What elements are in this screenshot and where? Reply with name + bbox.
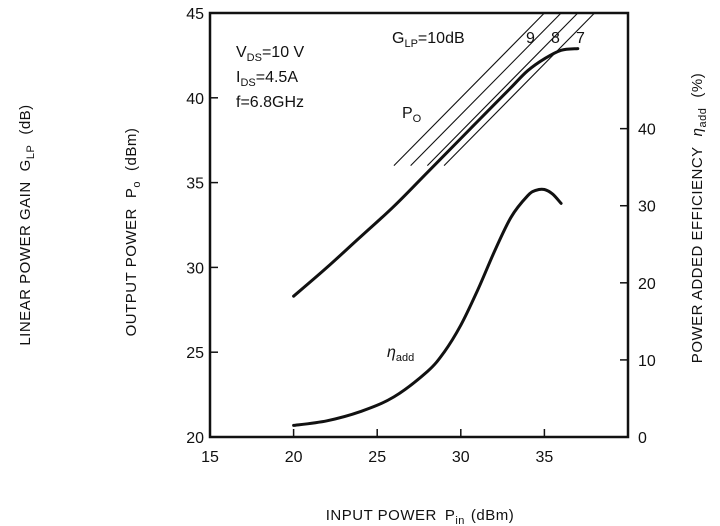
series-layer	[292, 47, 580, 427]
y-right-tick-label: 10	[638, 353, 656, 370]
series-label-eta-add: ηadd	[387, 344, 414, 364]
series-eta-add-line	[292, 187, 563, 427]
plot-border	[208, 11, 630, 439]
x-axis-ticks: 15 20 25 30 35	[201, 429, 553, 466]
gain-line-9db	[410, 12, 562, 167]
y-right-tick-label: 20	[638, 276, 656, 293]
gain-line-7db	[443, 12, 595, 167]
y-left-tick-label: 30	[186, 260, 204, 277]
gain-line-label-7: 7	[576, 30, 585, 47]
x-tick-label: 35	[536, 449, 554, 466]
y-right-tick-label: 40	[638, 122, 656, 139]
y-axis-left-ticks: 20 25 30 35 40 45	[186, 6, 218, 447]
series-label-po: PO	[402, 105, 422, 125]
y-left-tick-label: 20	[186, 430, 204, 447]
condition-vds: VDS=10 V	[236, 44, 305, 64]
x-axis-label: INPUT POWER Pin (dBm)	[326, 507, 515, 526]
y-axis-left-label: OUTPUT POWERPo(dBm)	[123, 128, 143, 337]
plot-frame	[208, 11, 630, 439]
y-left-tick-label: 25	[186, 345, 204, 362]
gain-reference-lines	[393, 12, 595, 167]
y-left-tick-label: 35	[186, 176, 204, 193]
gain-line-label-8: 8	[551, 30, 560, 47]
gain-line-8db	[426, 12, 579, 167]
condition-ids: IDS=4.5A	[236, 69, 298, 89]
gain-lines-label: GLP=10dB	[392, 30, 465, 50]
x-tick-label: 30	[452, 449, 470, 466]
y-axis-right-ticks: 0 10 20 30 40	[620, 122, 656, 447]
y-left-tick-label: 45	[186, 6, 204, 23]
series-po-line	[292, 47, 580, 298]
x-tick-label: 25	[368, 449, 386, 466]
y-left-tick-label: 40	[186, 91, 204, 108]
y-right-tick-label: 0	[638, 430, 647, 447]
x-tick-label: 15	[201, 449, 219, 466]
y-axis-left-outer-label: LINEAR POWER GAINGLP(dB)	[17, 104, 37, 345]
gain-line-label-9: 9	[526, 30, 535, 47]
y-axis-right-label: POWER ADDED EFFICIENCYηadd(%)	[689, 73, 709, 363]
condition-frequency: f=6.8GHz	[236, 94, 304, 111]
x-tick-label: 20	[285, 449, 303, 466]
gain-line-10db	[393, 12, 545, 167]
y-right-tick-label: 30	[638, 199, 656, 216]
